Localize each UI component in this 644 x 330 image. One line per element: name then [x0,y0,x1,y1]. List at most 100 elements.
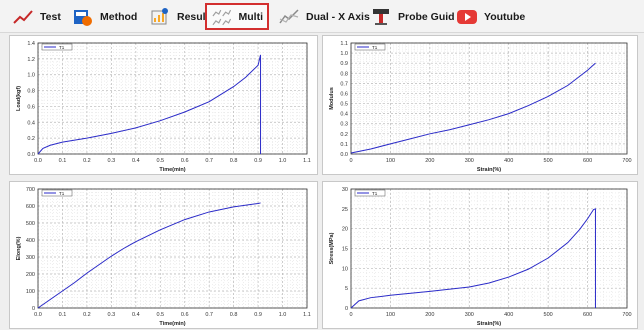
x-tick-label: 0.6 [181,158,189,164]
probe-guide-button[interactable]: Probe Guid [366,3,459,30]
y-tick-label: 0.4 [27,120,35,126]
legend-box [354,43,386,51]
x-axis-label: Strain(%) [477,321,501,327]
x-tick-label: 400 [504,158,513,164]
series-line [37,202,261,309]
chart-svg: 0.0 0.1 0.2 0.3 0.4 0.5 0.6 0.7 0.8 0.9 1.0 1.1 0.0 0… [16,41,311,173]
x-tick-label: 1.1 [303,312,311,318]
legend-label: T1 [59,191,65,196]
legend-label: T1 [372,191,378,196]
dual-x-axis-button[interactable]: Dual - X Axis [274,3,374,30]
x-tick-label: 0.9 [254,312,262,318]
plot-border [350,188,628,309]
y-axis-label: Stress(MPa) [329,232,335,264]
result-icon [151,7,168,24]
y-tick-label: 0.9 [340,61,348,67]
minor-grid [351,43,627,154]
dual-axis-icon [279,8,299,23]
x-tick-label: 0.4 [132,312,140,318]
youtube-button[interactable]: Youtube [452,3,529,30]
y-tick-label: 1.0 [340,51,348,57]
x-axis-label: Time(min) [159,321,185,327]
legend: T1 [41,189,73,197]
stress-strain-chart: 0 100 200 300 400 500 600 700 0 5 10 15 20 25 30 Strain… [322,181,638,329]
y-tick-label: 25 [342,207,348,213]
y-axis-label: Elong(%) [16,236,22,260]
y-tick-label: 0.4 [340,112,348,118]
method-button-label: Method [100,10,138,23]
multi-button[interactable]: Multi [205,3,269,30]
modulus-strain-chart: 0 100 200 300 400 500 600 700 0.0 0.1 0.2 0.3 0.4 0.5… [322,35,638,175]
probe-guide-icon [373,8,389,25]
y-tick-label: 600 [26,204,35,210]
x-tick-label: 100 [386,312,395,318]
x-tick-label: 300 [465,312,474,318]
plot-border [350,42,628,155]
y-tick-label: 0.6 [27,104,35,110]
x-tick-label: 0.7 [205,312,213,318]
plot-border [37,188,308,309]
y-tick-label: 0.7 [340,81,348,87]
y-tick-label: 0.8 [27,89,35,95]
y-tick-label: 5 [345,286,348,292]
y-tick-label: 400 [26,238,35,244]
x-tick-label: 0.1 [59,312,67,318]
multi-chart-icon [212,9,232,25]
y-tick-label: 1.1 [340,41,348,47]
legend-label: T1 [372,45,378,50]
x-tick-label: 0 [349,158,352,164]
x-tick-label: 0.6 [181,312,189,318]
x-tick-label: 0.4 [132,158,140,164]
legend-box [354,189,386,197]
x-tick-label: 1.0 [279,158,287,164]
x-tick-label: 1.1 [303,158,311,164]
method-icon [74,9,92,26]
x-tick-label: 100 [386,158,395,164]
chart-svg: 0 100 200 300 400 500 600 700 0 5 10 15 20 25 30 Strain… [329,187,632,327]
method-button[interactable]: Method [68,3,141,30]
x-tick-label: 600 [583,312,592,318]
y-tick-label: 500 [26,221,35,227]
y-tick-label: 300 [26,255,35,261]
y-tick-label: 20 [342,227,348,233]
x-tick-label: 0.7 [205,158,213,164]
legend: T1 [354,189,386,197]
y-tick-label: 0.0 [27,152,35,158]
x-tick-label: 0.3 [108,158,116,164]
x-tick-label: 0.0 [34,158,42,164]
x-tick-label: 700 [622,312,631,318]
y-tick-label: 15 [342,247,348,253]
x-tick-label: 500 [544,312,553,318]
x-tick-label: 400 [504,312,513,318]
x-tick-label: 0.0 [34,312,42,318]
youtube-button-label: Youtube [484,10,526,23]
elong-time-chart: 0.0 0.1 0.2 0.3 0.4 0.5 0.6 0.7 0.8 0.9 1.0 1.1 0 100… [9,181,318,329]
x-tick-label: 0.5 [156,158,164,164]
x-axis-label: Strain(%) [477,167,501,173]
test-button[interactable]: Test [8,3,65,30]
x-tick-label: 700 [622,158,631,164]
x-tick-label: 200 [425,158,434,164]
result-button[interactable]: Result [145,3,213,30]
series-line [37,54,262,155]
y-tick-label: 0.0 [340,152,348,158]
y-tick-label: 0.5 [340,102,348,108]
plots-area: 0.0 0.1 0.2 0.3 0.4 0.5 0.6 0.7 0.8 0.9 1.0 1.1 0.0 0… [0,33,644,330]
x-tick-label: 0.2 [83,312,91,318]
minor-grid [38,189,307,308]
legend: T1 [354,43,386,51]
legend-label: T1 [59,45,65,50]
toolbar: Test Method Result Multi [0,0,644,33]
load-time-chart: 0.0 0.1 0.2 0.3 0.4 0.5 0.6 0.7 0.8 0.9 1.0 1.1 0.0 0… [9,35,318,175]
legend-box [41,43,73,51]
y-tick-label: 1.0 [27,73,35,79]
chart-svg: 0 100 200 300 400 500 600 700 0.0 0.1 0.2 0.3 0.4 0.5… [329,41,632,173]
x-tick-label: 0.8 [230,312,238,318]
y-tick-label: 0.6 [340,91,348,97]
y-tick-label: 700 [26,187,35,193]
y-tick-label: 0.3 [340,122,348,128]
x-tick-label: 300 [465,158,474,164]
y-tick-label: 30 [342,187,348,193]
y-tick-label: 0.8 [340,71,348,77]
x-tick-label: 0.2 [83,158,91,164]
